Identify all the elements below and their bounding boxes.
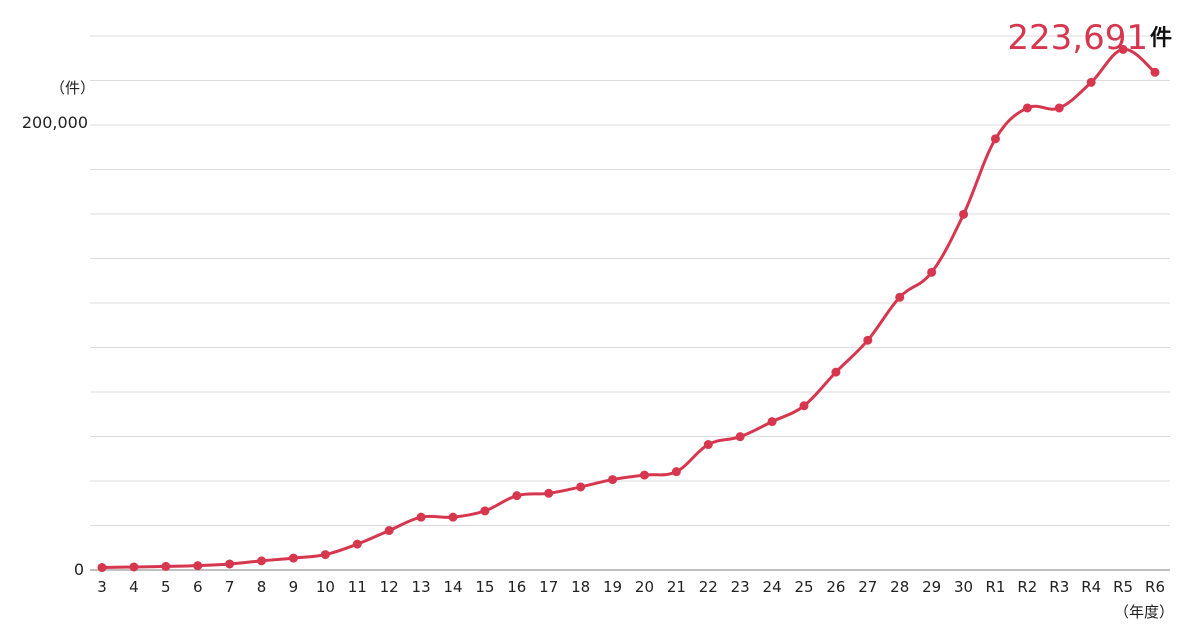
data-points bbox=[97, 44, 1160, 573]
data-point bbox=[97, 563, 107, 573]
data-point bbox=[959, 209, 969, 219]
x-tick-label: R6 bbox=[1145, 578, 1165, 596]
x-tick-label: 16 bbox=[507, 578, 526, 596]
x-tick-label: 19 bbox=[603, 578, 622, 596]
x-tick-label: 11 bbox=[348, 578, 367, 596]
data-point bbox=[1022, 103, 1032, 113]
x-tick-label: 21 bbox=[667, 578, 686, 596]
x-tick-label: 8 bbox=[257, 578, 267, 596]
x-tick-label: 7 bbox=[225, 578, 235, 596]
data-point bbox=[576, 482, 586, 492]
data-point bbox=[225, 559, 235, 569]
x-tick-label: 22 bbox=[699, 578, 718, 596]
data-point bbox=[990, 134, 1000, 144]
data-point bbox=[544, 488, 554, 498]
x-tick-label: 29 bbox=[922, 578, 941, 596]
x-tick-label: 10 bbox=[316, 578, 335, 596]
x-tick-label: 17 bbox=[539, 578, 558, 596]
data-point bbox=[161, 561, 171, 571]
x-tick-label: R1 bbox=[985, 578, 1005, 596]
x-tick-label: 23 bbox=[731, 578, 750, 596]
callout-value: 223,691 bbox=[1007, 18, 1148, 58]
data-point bbox=[1118, 44, 1128, 54]
data-point bbox=[320, 550, 330, 560]
x-tick-label: 15 bbox=[475, 578, 494, 596]
data-point bbox=[863, 335, 873, 345]
x-tick-label: 5 bbox=[161, 578, 171, 596]
data-point bbox=[193, 561, 203, 571]
data-point bbox=[352, 539, 362, 549]
series-line bbox=[101, 47, 1156, 570]
x-tick-label: 4 bbox=[129, 578, 139, 596]
data-point bbox=[480, 506, 490, 516]
data-point bbox=[384, 526, 394, 536]
x-tick-labels: 3 4 5 6 7 8 9 10 11 12 13 14 15 16 17 18 19 20 21 22 23 24 25 2… bbox=[97, 578, 1165, 596]
data-point bbox=[703, 440, 713, 450]
data-point bbox=[1150, 67, 1160, 77]
data-point bbox=[831, 367, 841, 377]
data-point bbox=[257, 556, 267, 566]
data-point bbox=[1054, 103, 1064, 113]
y-unit-label: （件） bbox=[50, 79, 95, 97]
data-point bbox=[895, 292, 905, 302]
callout-unit: 件 bbox=[1150, 26, 1172, 51]
x-tick-label: 30 bbox=[954, 578, 973, 596]
x-tick-label: R3 bbox=[1049, 578, 1069, 596]
y-tick-label-zero: 0 bbox=[74, 560, 84, 579]
x-tick-label: 28 bbox=[890, 578, 909, 596]
x-tick-label: 12 bbox=[380, 578, 399, 596]
x-tick-label: R4 bbox=[1081, 578, 1101, 596]
x-tick-label: R2 bbox=[1017, 578, 1037, 596]
x-tick-label: R5 bbox=[1113, 578, 1133, 596]
x-tick-label: 6 bbox=[193, 578, 203, 596]
x-tick-label: 13 bbox=[412, 578, 431, 596]
data-point bbox=[767, 417, 777, 427]
callout: 223,691 bbox=[1007, 18, 1148, 58]
x-tick-label: 3 bbox=[97, 578, 107, 596]
y-tick-label-max: 200,000 bbox=[22, 113, 88, 132]
data-point bbox=[1086, 77, 1096, 87]
x-tick-label: 26 bbox=[826, 578, 845, 596]
gridlines bbox=[90, 35, 1170, 526]
data-point bbox=[927, 267, 937, 277]
data-point bbox=[512, 491, 522, 501]
x-tick-label: 27 bbox=[858, 578, 877, 596]
data-point bbox=[448, 512, 458, 522]
x-tick-label: 20 bbox=[635, 578, 654, 596]
data-point bbox=[608, 475, 618, 485]
series-line-layer bbox=[101, 47, 1156, 570]
x-tick-label: 14 bbox=[443, 578, 462, 596]
x-unit-label: （年度） bbox=[1114, 603, 1174, 621]
data-point bbox=[735, 432, 745, 442]
x-tick-label: 24 bbox=[763, 578, 782, 596]
x-tick-label: 18 bbox=[571, 578, 590, 596]
data-point bbox=[129, 562, 139, 572]
data-point bbox=[416, 512, 426, 522]
x-tick-label: 9 bbox=[289, 578, 299, 596]
data-point bbox=[639, 470, 649, 480]
data-point bbox=[799, 401, 809, 411]
data-point bbox=[288, 553, 298, 563]
data-point bbox=[671, 467, 681, 477]
x-tick-label: 25 bbox=[794, 578, 813, 596]
